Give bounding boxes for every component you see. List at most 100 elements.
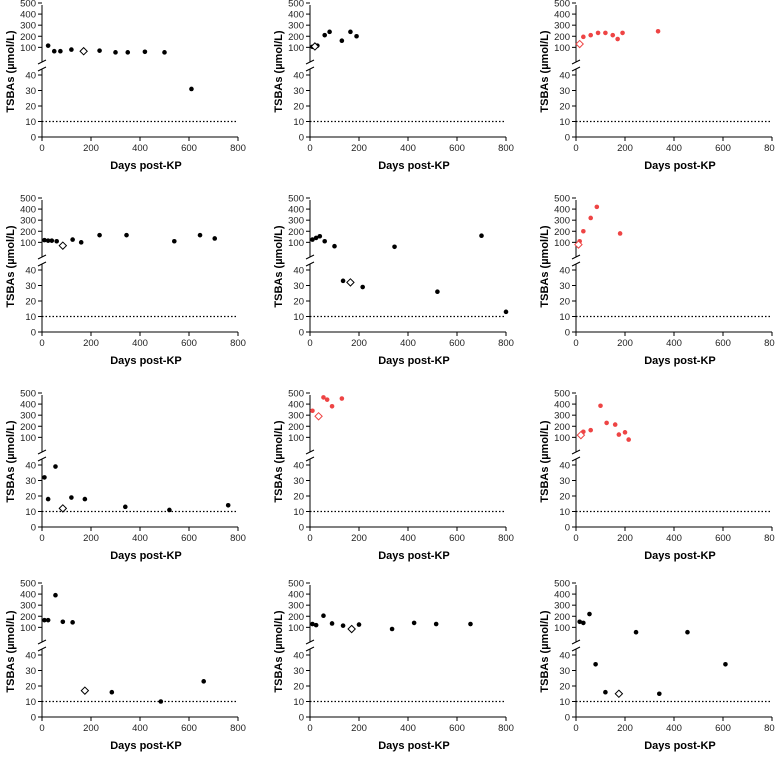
data-point — [70, 620, 75, 625]
x-tick-label: 200 — [351, 338, 367, 349]
y-tick-label: 0 — [31, 523, 36, 534]
data-point — [595, 30, 601, 36]
chart-panel-row1-col3: 5004003002001004030201000200400600800TSB… — [534, 0, 775, 188]
axis-break-mark — [37, 66, 47, 72]
data-point — [167, 507, 172, 513]
open-diamond-point — [574, 240, 583, 249]
y-tick-label: 20 — [25, 297, 36, 308]
x-tick-label: 0 — [307, 533, 312, 544]
y-tick-label: 200 — [554, 612, 570, 623]
chart-panel-row4-col1: 500 400 300 200 100 40 30 20 10 0 0 200 400 600 800 TSB… — [0, 579, 258, 768]
y-tick-label: 300 — [288, 21, 304, 32]
y-tick-label: 10 — [559, 697, 570, 708]
y-tick-label: 300 — [554, 21, 570, 32]
data-point — [617, 231, 623, 236]
chart-svg: 5004003002001004030201000200400600800TSB… — [539, 389, 775, 563]
chart-svg: 5004003002001004030201000200400600800TSB… — [539, 0, 775, 172]
x-tick-label: 600 — [715, 143, 731, 154]
y-tick-label: 500 — [288, 389, 304, 400]
y-tick-label: 40 — [293, 651, 304, 662]
data-point — [225, 503, 231, 508]
y-tick-label: 100 — [288, 623, 304, 634]
x-tick-label: 600 — [181, 338, 197, 349]
y-tick-label: 20 — [25, 492, 36, 503]
x-axis-label: Days post-KP — [378, 160, 450, 172]
axis-break-mark — [571, 449, 581, 455]
chart-panel-row2-col1: 500 400 300 200 100 40 30 20 10 0 0 200 400 600 800 TSB… — [0, 194, 258, 383]
data-point — [45, 617, 51, 623]
data-point — [657, 691, 662, 697]
y-axis-label: TSBAs (µmol/L) — [273, 225, 285, 307]
y-tick-label: 300 — [288, 216, 304, 227]
y-tick-label: 300 — [288, 601, 304, 612]
x-tick-label: 200 — [617, 533, 633, 544]
y-tick-label: 20 — [293, 682, 304, 693]
chart-panel-row4-col3: 5004003002001004030201000200400600800TSB… — [534, 579, 775, 768]
data-point — [197, 232, 203, 238]
data-point — [53, 592, 58, 598]
y-axis-label: TSBAs (µmol/L) — [539, 225, 551, 307]
y-tick-label: 30 — [293, 281, 304, 292]
y-axis-label: TSBAs (µmol/L) — [5, 30, 17, 112]
x-tick-label: 800 — [230, 338, 246, 349]
open-diamond-point — [347, 624, 356, 634]
data-point — [356, 622, 362, 627]
y-tick-label: 30 — [559, 86, 570, 97]
x-tick-label: 600 — [181, 723, 197, 734]
y-tick-label: 200 — [20, 612, 36, 623]
data-point — [321, 613, 326, 619]
data-point — [723, 662, 728, 667]
data-point — [468, 621, 473, 627]
y-tick-label: 0 — [299, 713, 304, 724]
open-diamond-point — [575, 39, 584, 49]
y-tick-label: 0 — [299, 523, 304, 534]
data-point — [633, 629, 639, 635]
data-point — [332, 243, 337, 249]
chart-svg: 5004003002001004030201000200400600800TSB… — [539, 194, 775, 368]
data-point — [587, 611, 592, 617]
x-tick-label: 800 — [764, 533, 775, 544]
y-tick-label: 100 — [554, 43, 570, 54]
data-point — [172, 238, 177, 244]
y-tick-label: 20 — [559, 682, 570, 693]
data-point — [593, 662, 598, 667]
y-tick-label: 400 — [20, 400, 36, 411]
axis-break-mark — [305, 456, 315, 462]
data-point — [577, 619, 582, 625]
axis-break-mark — [37, 639, 47, 645]
y-tick-label: 40 — [25, 266, 36, 277]
y-tick-label: 0 — [299, 133, 304, 144]
data-point — [317, 233, 323, 239]
y-tick-label: 500 — [288, 0, 304, 10]
open-diamond-point — [58, 504, 68, 513]
x-tick-label: 0 — [307, 338, 312, 349]
y-tick-label: 200 — [288, 422, 304, 433]
y-tick-label: 30 — [559, 476, 570, 487]
y-tick-label: 30 — [25, 476, 36, 487]
y-tick-label: 300 — [20, 216, 36, 227]
y-tick-label: 40 — [293, 461, 304, 472]
y-tick-label: 30 — [25, 666, 36, 677]
x-tick-label: 800 — [230, 143, 246, 154]
open-diamond-point — [58, 241, 68, 250]
chart-panel-row1-col2: 500 400 300 200 100 40 30 20 10 0 0 200 400 600 800 TSB… — [268, 0, 526, 188]
chart-panel-row3-col2: 500 400 300 200 100 40 30 20 10 0 0 200 400 600 800 TSB… — [268, 389, 526, 578]
x-tick-label: 600 — [449, 723, 465, 734]
y-tick-label: 100 — [288, 238, 304, 249]
data-point — [581, 228, 586, 234]
data-point — [324, 397, 330, 402]
y-axis-label: TSBAs (µmol/L) — [539, 610, 551, 692]
x-axis-label: Days post-KP — [644, 355, 716, 367]
y-tick-label: 200 — [554, 422, 570, 433]
data-point — [435, 289, 440, 294]
x-tick-label: 400 — [132, 143, 148, 154]
y-tick-label: 0 — [565, 328, 570, 339]
y-tick-label: 20 — [25, 682, 36, 693]
y-tick-label: 200 — [20, 422, 36, 433]
data-point — [45, 43, 51, 48]
x-tick-label: 200 — [83, 143, 99, 154]
y-tick-label: 300 — [20, 411, 36, 422]
y-tick-label: 10 — [559, 507, 570, 518]
data-point — [322, 32, 327, 38]
